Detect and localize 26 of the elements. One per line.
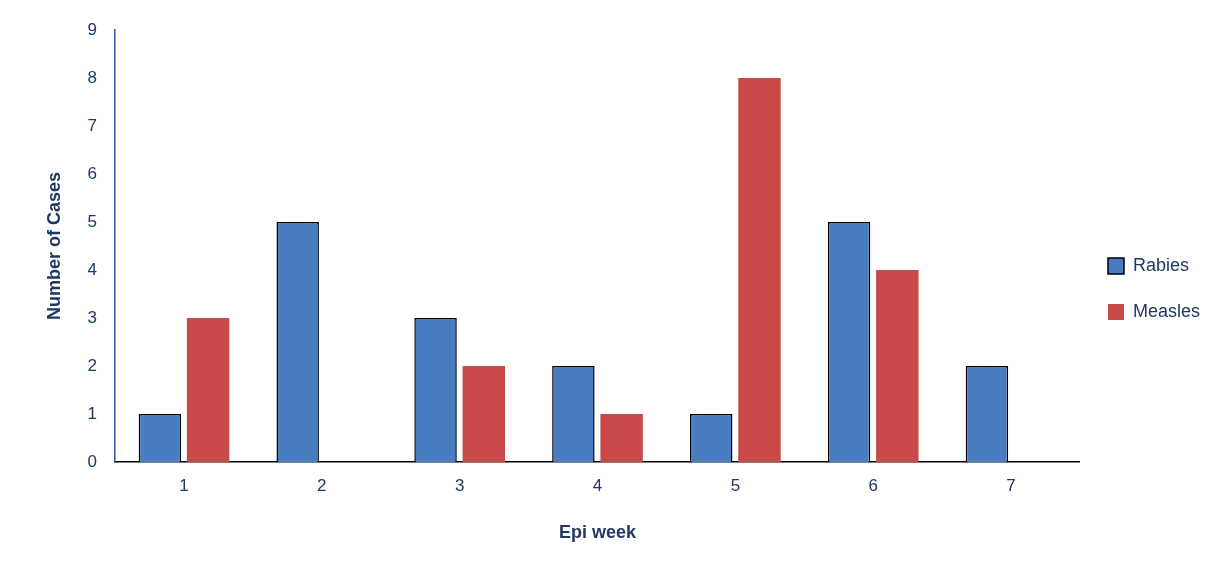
x-tick-label: 4	[592, 475, 603, 495]
x-tick-label: 1	[179, 475, 189, 495]
y-tick-label: 5	[87, 211, 98, 231]
bar	[600, 414, 643, 462]
y-tick-label: 7	[87, 115, 98, 135]
legend-label: Rabies	[1132, 254, 1190, 275]
legend-label: Measles	[1132, 300, 1201, 321]
y-tick-label: 6	[87, 163, 98, 183]
bar	[876, 270, 919, 462]
y-tick-label: 2	[87, 355, 98, 375]
y-axis-title: Number of Cases	[43, 171, 64, 321]
x-tick-label: 2	[317, 475, 327, 495]
x-axis-title: Epi week	[558, 522, 638, 543]
y-tick-label: 8	[87, 67, 98, 87]
bar	[462, 366, 506, 462]
x-tick-label: 6	[868, 475, 878, 495]
y-tick-label: 9	[87, 19, 98, 39]
x-tick-label: 7	[1006, 475, 1016, 495]
x-tick-label: 3	[454, 475, 465, 495]
bar	[738, 78, 781, 462]
bar	[186, 318, 230, 462]
x-tick-label: 5	[730, 475, 741, 495]
y-tick-label: 3	[87, 307, 98, 327]
y-tick-label: 0	[87, 451, 98, 471]
y-tick-label: 4	[87, 259, 98, 279]
y-tick-label: 1	[87, 403, 98, 423]
